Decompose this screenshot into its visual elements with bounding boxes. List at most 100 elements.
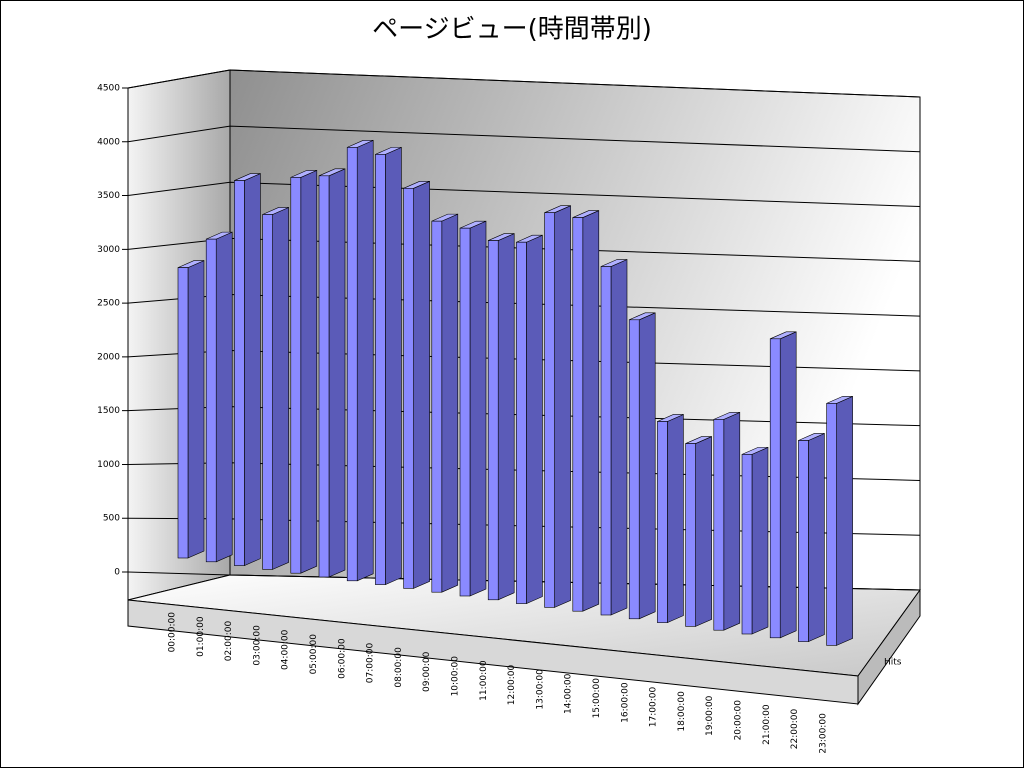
- bar-front: [318, 175, 330, 578]
- x-tick-label: 04:00:00: [281, 629, 291, 670]
- bar-side: [328, 168, 346, 578]
- bar-front: [431, 220, 443, 593]
- bar-front: [713, 419, 725, 631]
- y-tick-label: 1500: [97, 406, 120, 416]
- bar: [262, 207, 289, 570]
- bar: [375, 146, 402, 586]
- bar: [572, 210, 600, 612]
- series-label: Hits: [884, 658, 902, 668]
- x-tick-label: 22:00:00: [790, 709, 800, 750]
- x-tick-label: 20:00:00: [734, 700, 744, 741]
- bar-side: [497, 233, 515, 601]
- grid-line: [122, 69, 921, 98]
- x-tick-label: 18:00:00: [677, 691, 687, 732]
- bar: [713, 411, 741, 631]
- y-tick-label: 500: [103, 514, 120, 524]
- bar: [459, 220, 487, 597]
- bar: [826, 395, 853, 646]
- bar: [798, 433, 825, 643]
- y-tick-label: 4500: [97, 84, 120, 94]
- x-tick-label: 19:00:00: [705, 695, 715, 736]
- bar-side: [413, 180, 430, 589]
- x-tick-label: 06:00:00: [337, 638, 347, 679]
- bar-side: [695, 436, 712, 627]
- bar: [403, 180, 430, 589]
- bar: [177, 260, 205, 559]
- bar-front: [600, 266, 612, 616]
- bar-front: [685, 443, 696, 627]
- bar-front: [572, 217, 584, 612]
- bar: [741, 446, 769, 635]
- bar: [628, 312, 656, 620]
- chart-title: ページビュー(時間帯別): [372, 15, 652, 45]
- bar-front: [516, 241, 527, 604]
- bar-front: [177, 267, 189, 559]
- bar-side: [244, 173, 261, 567]
- bar-front: [459, 227, 471, 597]
- bar-front: [657, 421, 668, 623]
- x-tick-label: 05:00:00: [309, 634, 319, 675]
- y-tick-label: 1000: [97, 460, 120, 470]
- bar-side: [638, 312, 656, 620]
- bar: [290, 169, 318, 574]
- bar-front: [346, 147, 358, 582]
- bar-side: [385, 146, 402, 586]
- x-tick-label: 10:00:00: [451, 656, 461, 697]
- x-tick-label: 17:00:00: [649, 687, 659, 728]
- y-tick-label: 2000: [97, 352, 120, 362]
- bar-front: [403, 187, 414, 589]
- bar-front: [544, 212, 555, 608]
- bar: [600, 259, 628, 616]
- x-tick-label: 00:00:00: [168, 612, 178, 653]
- x-tick-label: 02:00:00: [224, 621, 234, 662]
- bar-side: [808, 433, 825, 643]
- bar-side: [836, 395, 853, 646]
- bar-front: [741, 454, 753, 635]
- bar-front: [769, 338, 781, 639]
- x-tick-label: 09:00:00: [422, 651, 432, 692]
- bar-front: [628, 319, 640, 620]
- bar: [544, 205, 571, 608]
- y-tick-label: 2500: [97, 299, 120, 309]
- bar-side: [723, 411, 741, 631]
- bar-side: [554, 205, 571, 608]
- bar-side: [751, 446, 769, 635]
- bar: [346, 139, 374, 582]
- bar-front: [205, 238, 217, 563]
- bar-side: [441, 213, 459, 593]
- bar-front: [826, 403, 837, 646]
- bar-side: [300, 169, 318, 574]
- bar-side: [469, 220, 487, 597]
- x-tick-label: 14:00:00: [564, 673, 574, 714]
- floor-side: [857, 588, 921, 706]
- bar-side: [356, 139, 374, 582]
- bar-front: [487, 240, 499, 601]
- x-tick-label: 01:00:00: [196, 616, 206, 657]
- x-tick-label: 21:00:00: [762, 704, 772, 745]
- bar-side: [215, 231, 233, 563]
- bar: [234, 173, 261, 567]
- bar-side: [582, 210, 600, 612]
- x-tick-label: 23:00:00: [818, 713, 828, 754]
- bar-front: [262, 214, 273, 570]
- bar-front: [798, 440, 809, 642]
- y-tick-label: 0: [114, 568, 120, 578]
- bar: [318, 168, 346, 578]
- bar: [516, 234, 543, 605]
- bar: [205, 231, 233, 563]
- x-tick-label: 15:00:00: [592, 678, 602, 719]
- bar: [487, 233, 515, 601]
- bar-front: [234, 180, 245, 566]
- x-tick-label: 08:00:00: [394, 647, 404, 688]
- bar-side: [610, 259, 628, 616]
- bar: [769, 331, 797, 639]
- bar-side: [272, 207, 289, 570]
- y-tick-label: 4000: [97, 137, 120, 147]
- bar-front: [375, 154, 386, 585]
- x-tick-label: 11:00:00: [479, 660, 489, 701]
- bar: [685, 436, 712, 627]
- y-tick-label: 3000: [97, 245, 120, 255]
- bar: [431, 213, 459, 593]
- y-tick-label: 3500: [97, 191, 120, 201]
